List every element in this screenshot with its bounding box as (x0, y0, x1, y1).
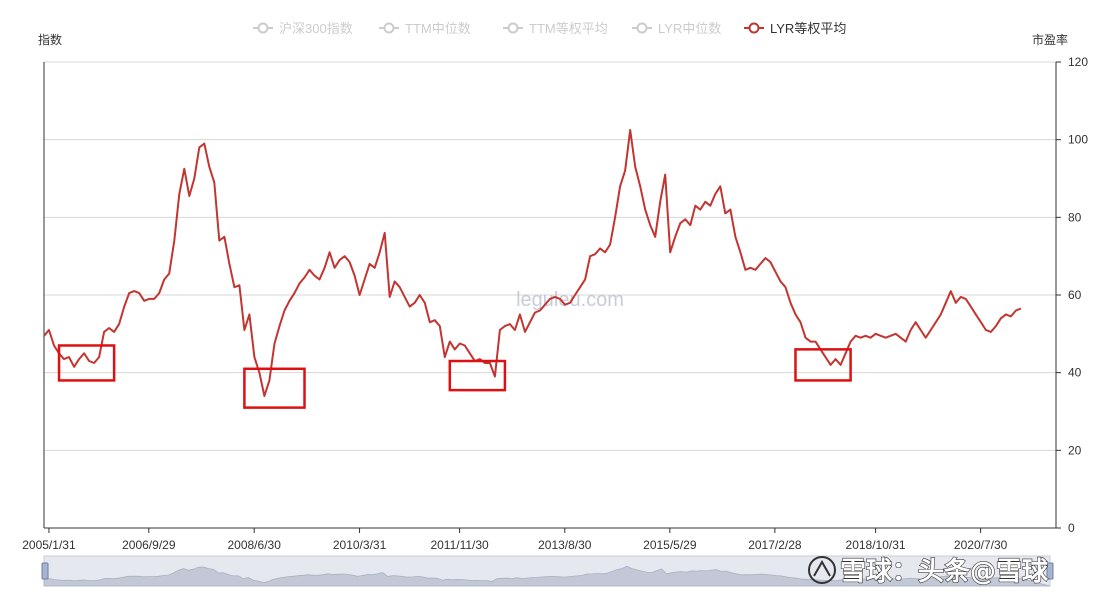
series-line-lyr-equal-weight (43, 129, 1022, 397)
legend-item[interactable]: TTM等权平均 (503, 21, 608, 36)
highlight-boxes (57, 344, 852, 409)
left-axis-name: 指数 (38, 32, 62, 47)
grid-lines (44, 61, 1056, 451)
y-tick-label: 120 (1068, 55, 1088, 69)
legend-label: LYR中位数 (658, 21, 721, 36)
x-tick-label: 2011/11/30 (430, 538, 489, 552)
legend-label: TTM等权平均 (529, 21, 608, 36)
series-group (43, 129, 1022, 397)
x-axis-ticks: 2005/1/31 2006/9/29 2008/6/30 2010/3/31 2011… (22, 528, 1008, 552)
x-tick-label: 2005/1/31 (22, 538, 76, 552)
legend-label: 沪深300指数 (279, 21, 353, 36)
x-tick-label: 2013/8/30 (538, 538, 592, 552)
y-axis-ticks: 0 20 40 60 80 100 120 (1056, 55, 1088, 535)
zoom-handle-left[interactable] (41, 562, 49, 580)
legend-marker-icon (383, 22, 395, 34)
legend-item[interactable]: LYR中位数 (632, 21, 721, 36)
legend-item[interactable]: TTM中位数 (379, 21, 471, 36)
zoom-handle-right[interactable] (1046, 562, 1054, 580)
x-tick-label: 2010/3/31 (333, 538, 387, 552)
x-tick-label: 2006/9/29 (122, 538, 176, 552)
watermark: leguleu.com (516, 289, 624, 311)
legend-marker-icon (636, 22, 648, 34)
y-tick-label: 0 (1068, 521, 1075, 535)
legend-item[interactable]: LYR等权平均 (744, 21, 846, 36)
highlight-box (794, 348, 852, 382)
brand-overlay: 雪球：头条@雪球 (808, 556, 1050, 588)
y-tick-label: 60 (1068, 288, 1082, 302)
legend-marker-icon (507, 22, 519, 34)
y-tick-label: 100 (1068, 133, 1088, 147)
data-zoom-slider[interactable] (41, 555, 1054, 587)
legend-label: TTM中位数 (405, 21, 471, 36)
legend-marker-icon (748, 22, 760, 34)
y-tick-label: 80 (1068, 210, 1082, 224)
right-axis-name: 市盈率 (1032, 32, 1068, 47)
highlight-box (448, 359, 507, 392)
highlight-box (57, 344, 116, 382)
x-tick-label: 2017/2/28 (748, 538, 802, 552)
x-tick-label: 2008/6/30 (227, 538, 281, 552)
legend[interactable]: 沪深300指数 TTM中位数 TTM等权平均 LYR中位数 LYR等权平均 (253, 21, 846, 36)
zoom-preview-area (43, 565, 1051, 587)
highlight-box (243, 367, 306, 409)
y-tick-label: 40 (1068, 366, 1082, 380)
legend-item[interactable]: 沪深300指数 (253, 21, 353, 36)
brand-text: 雪球：头条@雪球 (840, 557, 1049, 587)
y-tick-label: 20 (1068, 443, 1082, 457)
x-tick-label: 2020/7/30 (954, 538, 1008, 552)
legend-label: LYR等权平均 (770, 21, 846, 36)
x-tick-label: 2015/5/29 (643, 538, 697, 552)
x-tick-label: 2018/10/31 (846, 538, 906, 552)
snowball-logo-icon (808, 556, 836, 584)
legend-marker-icon (257, 22, 269, 34)
